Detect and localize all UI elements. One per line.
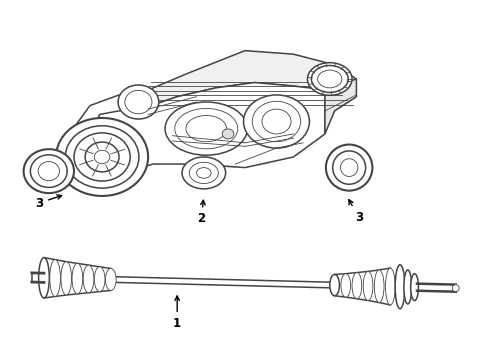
Ellipse shape (189, 162, 219, 184)
Ellipse shape (222, 129, 234, 139)
Polygon shape (325, 79, 356, 134)
Ellipse shape (39, 257, 49, 298)
Ellipse shape (318, 70, 342, 88)
Ellipse shape (341, 274, 351, 297)
Ellipse shape (326, 145, 372, 191)
Ellipse shape (175, 108, 238, 149)
Ellipse shape (196, 168, 211, 178)
Ellipse shape (333, 151, 366, 184)
Ellipse shape (404, 270, 412, 304)
Ellipse shape (165, 102, 247, 155)
Ellipse shape (83, 265, 94, 293)
Ellipse shape (386, 268, 395, 305)
Ellipse shape (74, 133, 130, 181)
Polygon shape (83, 82, 325, 180)
Ellipse shape (38, 162, 59, 181)
Ellipse shape (85, 142, 119, 172)
Polygon shape (83, 51, 356, 180)
Text: 3: 3 (35, 195, 62, 210)
Ellipse shape (262, 109, 291, 134)
Ellipse shape (125, 90, 152, 114)
Polygon shape (141, 51, 356, 109)
Ellipse shape (374, 270, 384, 302)
Ellipse shape (24, 149, 74, 193)
Ellipse shape (118, 85, 159, 119)
Ellipse shape (105, 269, 116, 291)
Ellipse shape (352, 273, 362, 299)
Ellipse shape (30, 155, 67, 188)
Ellipse shape (72, 264, 83, 294)
Ellipse shape (341, 159, 358, 176)
Ellipse shape (182, 157, 225, 189)
Text: 2: 2 (197, 200, 205, 225)
Ellipse shape (395, 265, 405, 309)
Ellipse shape (244, 95, 309, 148)
Ellipse shape (452, 285, 459, 292)
Ellipse shape (308, 63, 352, 95)
Ellipse shape (61, 262, 72, 295)
Ellipse shape (65, 126, 139, 188)
Ellipse shape (252, 101, 301, 142)
Ellipse shape (330, 274, 340, 296)
Ellipse shape (186, 116, 226, 142)
Ellipse shape (56, 118, 148, 196)
Ellipse shape (363, 271, 373, 301)
Ellipse shape (311, 66, 348, 93)
Ellipse shape (411, 274, 418, 301)
Ellipse shape (95, 267, 105, 292)
Polygon shape (71, 93, 141, 159)
Text: 3: 3 (349, 200, 363, 224)
Ellipse shape (95, 150, 110, 164)
Text: 1: 1 (173, 296, 181, 330)
Ellipse shape (50, 260, 60, 297)
